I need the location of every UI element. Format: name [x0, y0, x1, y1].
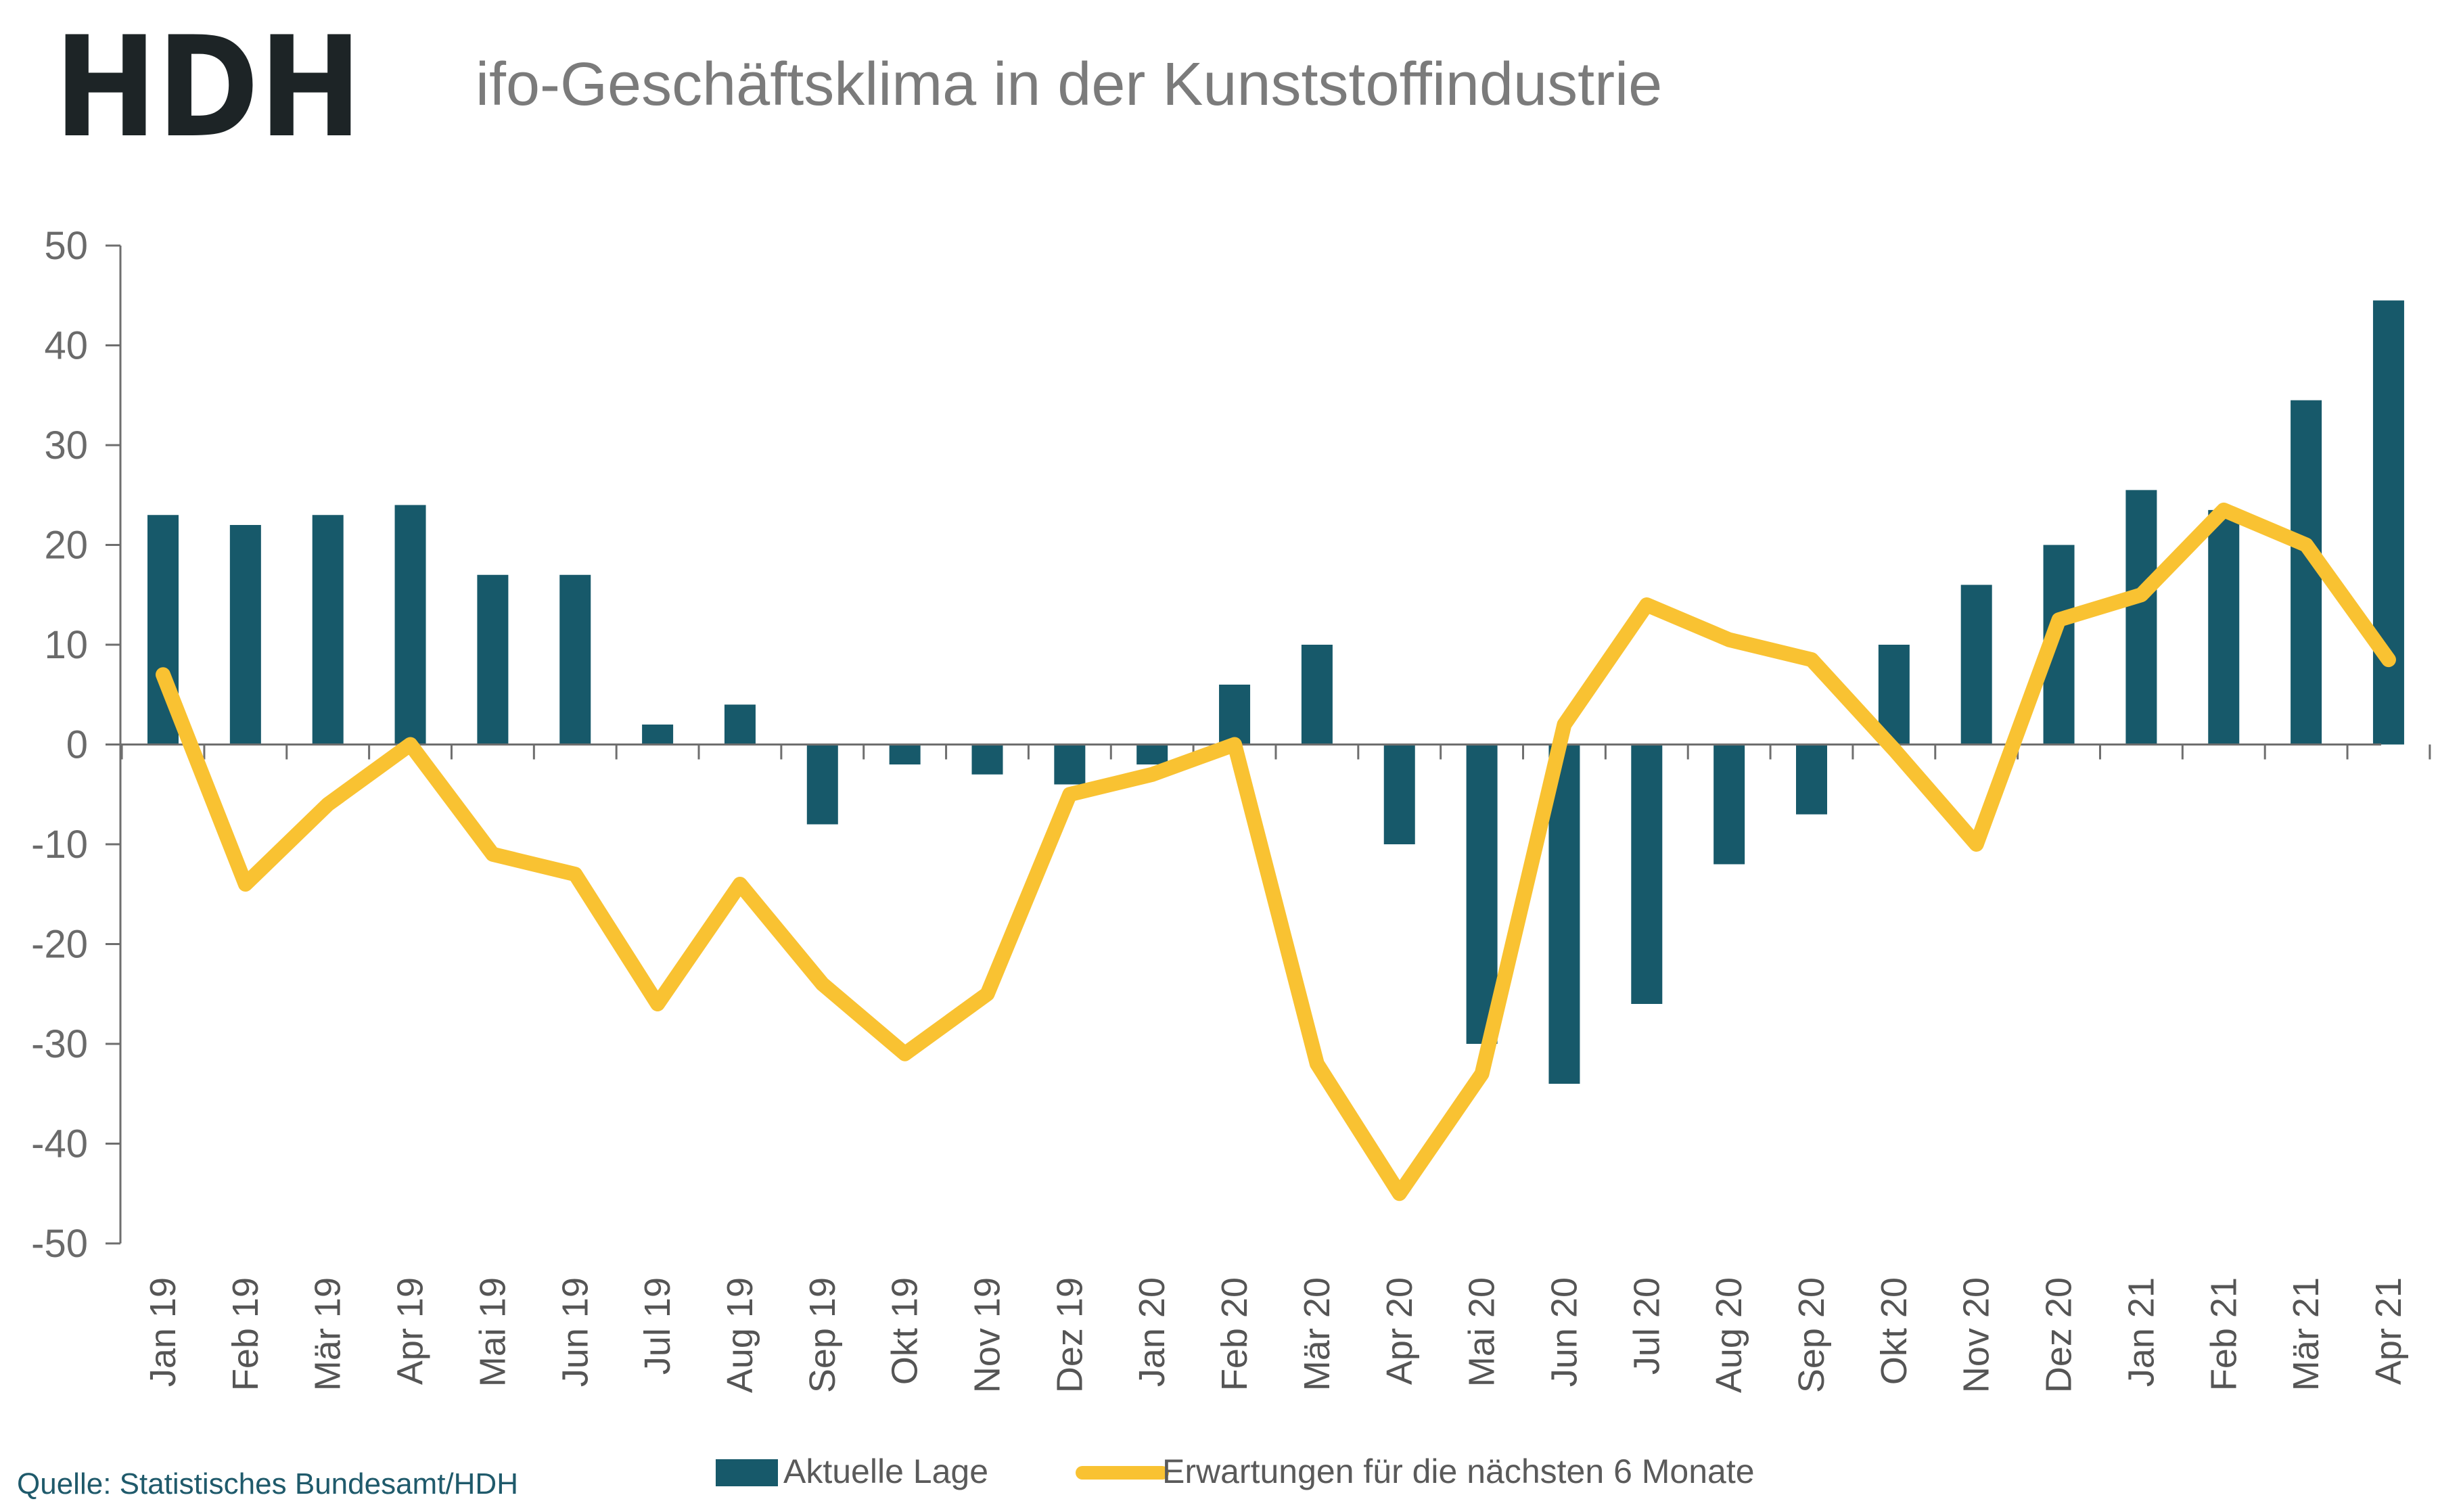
legend-swatch-aktuelle-lage: [716, 1459, 778, 1486]
x-tick-label: Jun 19: [555, 1277, 595, 1387]
source-note: Quelle: Statistisches Bundesamt/HDH: [17, 1467, 518, 1500]
y-tick-label: 40: [44, 324, 88, 368]
bar-aktuelle-lage: [1714, 744, 1745, 865]
x-tick-label: Sep 20: [1791, 1277, 1832, 1393]
x-tick-label: Dez 19: [1049, 1277, 1090, 1393]
x-tick-label: Okt 19: [885, 1277, 925, 1385]
y-tick-label: -40: [31, 1122, 88, 1166]
y-tick-label: -10: [31, 823, 88, 867]
x-tick-label: Jun 20: [1544, 1277, 1584, 1387]
bar-aktuelle-lage: [1548, 744, 1580, 1084]
bar-aktuelle-lage: [394, 505, 426, 745]
bar-aktuelle-lage: [559, 574, 591, 745]
bar-aktuelle-lage: [724, 704, 756, 745]
x-axis-ticks: Jan 19 Feb 19 Mär 19 Apr 19 Mai 19 Jun 19 Jul …: [143, 1277, 2409, 1393]
bar-aktuelle-lage: [312, 515, 344, 745]
bar-aktuelle-lage: [2291, 400, 2322, 745]
bars-aktuelle-lage: [147, 300, 2404, 1084]
x-tick-label: Sep 19: [802, 1277, 843, 1393]
logo: HDH: [54, 7, 362, 168]
legend: Aktuelle Lage Erwartungen für die nächst…: [716, 1452, 1755, 1490]
y-tick-label: 20: [44, 524, 88, 568]
y-tick-label: 0: [66, 723, 88, 767]
axes: [119, 246, 2431, 1243]
x-tick-label: Mai 19: [472, 1277, 513, 1387]
bar-aktuelle-lage: [1796, 744, 1827, 815]
legend-label-erwartungen: Erwartungen für die nächsten 6 Monate: [1162, 1452, 1755, 1490]
y-tick-label: -20: [31, 923, 88, 967]
x-tick-label: Jan 19: [143, 1277, 183, 1387]
x-tick-label: Aug 19: [720, 1277, 760, 1393]
x-tick-label: Jul 20: [1626, 1277, 1667, 1375]
x-tick-label: Mai 20: [1462, 1277, 1502, 1387]
x-tick-label: Jan 20: [1132, 1277, 1172, 1387]
line-series-erwartungen: [156, 502, 2396, 1201]
bar-aktuelle-lage: [1960, 585, 1992, 745]
y-tick-label: -30: [31, 1022, 88, 1066]
bar-aktuelle-lage: [2208, 509, 2240, 745]
bar-aktuelle-lage: [1054, 744, 1086, 785]
legend-label-aktuelle-lage: Aktuelle Lage: [783, 1452, 988, 1490]
bar-aktuelle-lage: [1631, 744, 1663, 1004]
x-tick-label: Aug 20: [1709, 1277, 1749, 1393]
line-erwartungen: [156, 502, 2396, 1201]
bar-aktuelle-lage: [1383, 744, 1415, 844]
x-tick-label: Feb 20: [1214, 1277, 1255, 1391]
bar-aktuelle-lage: [642, 725, 674, 745]
x-tick-label: Apr 21: [2368, 1277, 2409, 1385]
x-tick-label: Mär 21: [2286, 1277, 2326, 1391]
x-tick-label: Feb 21: [2203, 1277, 2244, 1391]
bar-aktuelle-lage: [1466, 744, 1498, 1044]
y-axis-ticks: 50 40 30 20 10 0 -10 -20 -30 -40 -50: [31, 224, 120, 1266]
x-tick-label: Jan 21: [2121, 1277, 2161, 1387]
bar-aktuelle-lage: [1301, 645, 1333, 745]
bar-aktuelle-lage: [806, 744, 838, 825]
bar-aktuelle-lage: [2372, 300, 2404, 745]
x-tick-label: Mär 20: [1297, 1277, 1337, 1391]
y-tick-label: 50: [44, 224, 88, 268]
bar-aktuelle-lage: [971, 744, 1003, 775]
x-tick-label: Okt 20: [1874, 1277, 1914, 1385]
x-tick-label: Nov 20: [1956, 1277, 1997, 1393]
x-tick-label: Apr 19: [390, 1277, 431, 1385]
y-tick-label: 10: [44, 623, 88, 667]
chart-title: ifo-Geschäftsklima in der Kunststoffindu…: [476, 51, 1662, 118]
x-tick-label: Mär 19: [308, 1277, 348, 1391]
x-tick-label: Feb 19: [225, 1277, 266, 1391]
bar-aktuelle-lage: [1219, 685, 1251, 745]
bar-aktuelle-lage: [1136, 744, 1168, 764]
x-tick-label: Dez 20: [2039, 1277, 2079, 1393]
x-tick-label: Apr 20: [1379, 1277, 1420, 1385]
x-tick-label: Nov 19: [967, 1277, 1008, 1393]
y-tick-label: 30: [44, 423, 88, 467]
bar-aktuelle-lage: [477, 574, 509, 745]
bar-aktuelle-lage: [2125, 490, 2157, 745]
y-tick-label: -50: [31, 1222, 88, 1266]
bar-aktuelle-lage: [889, 744, 921, 764]
bar-aktuelle-lage: [229, 525, 261, 745]
x-tick-label: Jul 19: [637, 1277, 678, 1375]
